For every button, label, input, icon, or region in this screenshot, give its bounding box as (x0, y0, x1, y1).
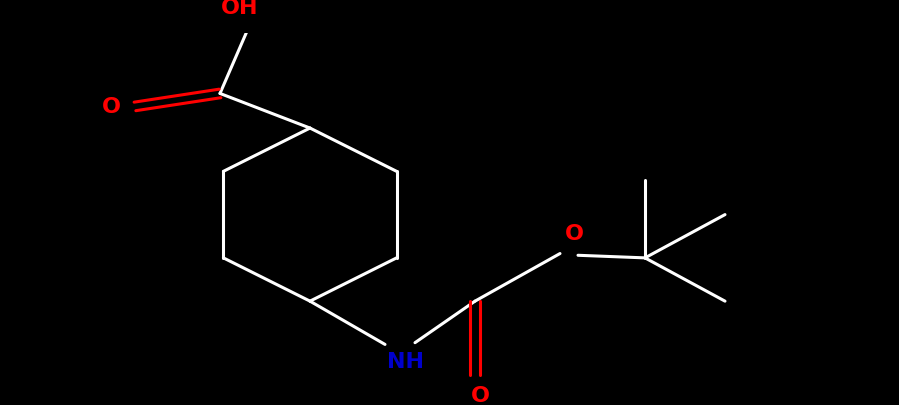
Text: OH: OH (221, 0, 259, 18)
Text: O: O (102, 97, 121, 117)
Text: NH: NH (387, 352, 424, 371)
Text: O: O (470, 385, 489, 405)
Text: O: O (565, 224, 584, 243)
